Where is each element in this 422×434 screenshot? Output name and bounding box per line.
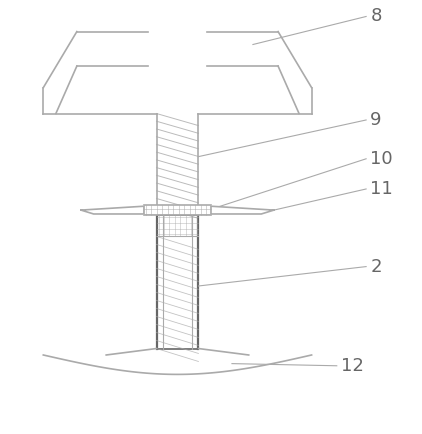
Polygon shape <box>211 206 274 214</box>
Text: 9: 9 <box>370 111 382 129</box>
Text: 11: 11 <box>370 180 393 198</box>
Text: 2: 2 <box>370 258 382 276</box>
Text: 12: 12 <box>341 357 364 375</box>
Text: 8: 8 <box>370 7 381 26</box>
Text: 10: 10 <box>370 150 393 168</box>
Polygon shape <box>81 206 144 214</box>
Bar <box>144 205 211 215</box>
